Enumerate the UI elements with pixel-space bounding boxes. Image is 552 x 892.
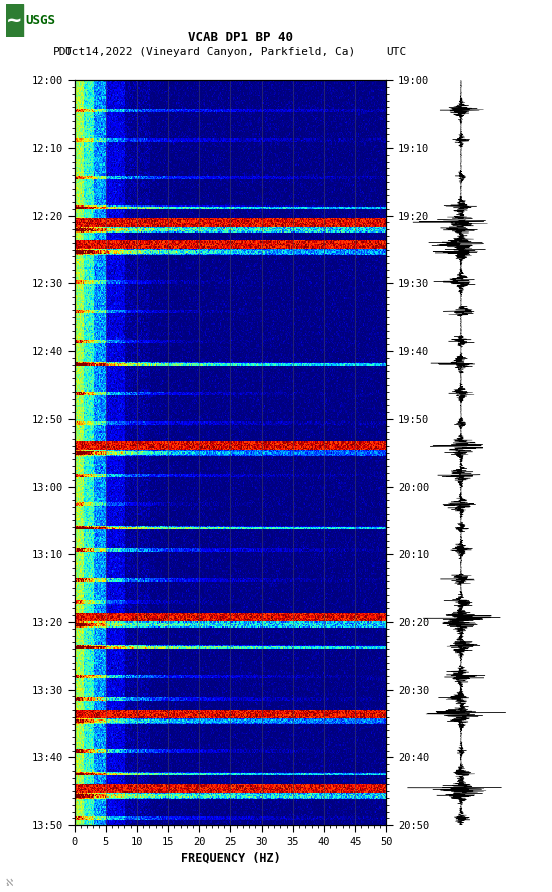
Text: VCAB DP1 BP 40: VCAB DP1 BP 40	[188, 31, 293, 45]
Text: UTC: UTC	[386, 47, 407, 57]
X-axis label: FREQUENCY (HZ): FREQUENCY (HZ)	[181, 851, 280, 864]
Text: PDT: PDT	[52, 47, 73, 57]
Text: ~: ~	[6, 11, 23, 30]
Bar	[6, 4, 23, 37]
Text: Oct14,2022 (Vineyard Canyon, Parkfield, Ca): Oct14,2022 (Vineyard Canyon, Parkfield, …	[65, 47, 355, 57]
Text: USGS: USGS	[25, 14, 55, 27]
Text: ℵ: ℵ	[6, 878, 13, 888]
